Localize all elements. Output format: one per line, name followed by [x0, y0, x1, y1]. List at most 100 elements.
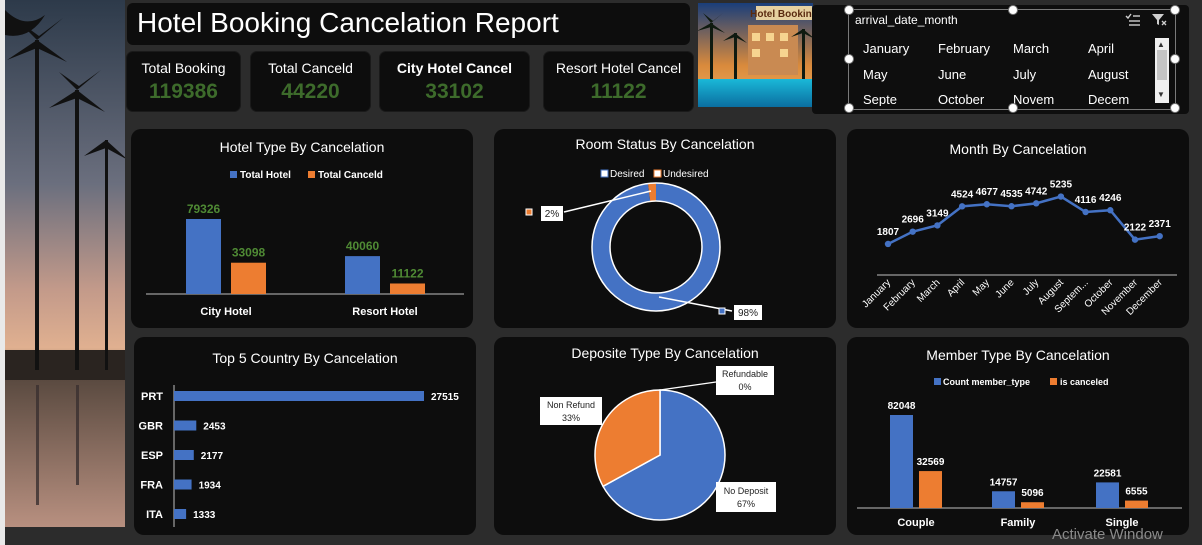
scroll-down-icon[interactable]: ▼ [1157, 90, 1165, 99]
kpi-label: Resort Hotel Cancel [555, 60, 682, 76]
tick-label: PRT [141, 391, 163, 403]
hotel-banner-image: Hotel Booking [698, 3, 813, 107]
tick-label: GBR [139, 421, 164, 433]
slicer-item-september[interactable]: Septe [863, 92, 897, 106]
line-point [1156, 232, 1163, 240]
data-label: 14757 [990, 477, 1018, 488]
data-label: 4246 [1099, 193, 1122, 204]
kpi-value: 11122 [590, 80, 647, 103]
resize-handle[interactable] [1170, 5, 1180, 15]
slicer-scrollbar[interactable]: ▲ ▼ [1155, 38, 1169, 103]
chart-title: Room Status By Cancelation [575, 136, 755, 152]
month-card: Month By Cancelation 1807 January 2696 Febr… [847, 129, 1189, 328]
bar-count-member-type [992, 491, 1015, 508]
kpi-value: 33102 [425, 80, 484, 103]
label-box [734, 305, 762, 320]
tick-label: March [915, 277, 942, 304]
bar-is-canceled [919, 471, 942, 508]
data-label: 2696 [902, 215, 925, 226]
slicer-item-november[interactable]: Novem [1013, 92, 1055, 106]
month-chart: 1807January2696February3149March4524Apri… [860, 180, 1177, 318]
resort-sunset-photo [5, 0, 125, 527]
tick-label: June [994, 277, 1017, 300]
leader-line [563, 190, 652, 213]
resize-handle[interactable] [1170, 54, 1180, 64]
slicer-item-december[interactable]: Decem [1088, 92, 1130, 106]
slicer-item-march[interactable]: March [1013, 41, 1050, 56]
data-label: 4524 [951, 189, 974, 200]
legend-label: Count member_type [943, 377, 1030, 387]
tick-label: Family [1001, 517, 1037, 529]
kpi-label: City Hotel Cancel [396, 60, 513, 76]
bar-is-canceled [1125, 500, 1148, 508]
legend-label: Desired [610, 169, 644, 180]
data-label: 27515 [431, 392, 459, 403]
data-label: 4677 [976, 187, 999, 198]
kpi-total-booking[interactable]: Total Booking 119386 [126, 51, 241, 112]
bar-count-member-type [1096, 482, 1119, 508]
data-label: 1934 [199, 481, 222, 492]
resize-handle[interactable] [844, 54, 854, 64]
data-label: 4116 [1075, 195, 1097, 206]
member-card: Member Type By Cancelation Count member_… [847, 337, 1189, 535]
tick-label: City Hotel [200, 306, 251, 318]
label-marker [718, 307, 726, 315]
resize-handle[interactable] [1008, 5, 1018, 15]
slicer-item-april[interactable]: April [1088, 41, 1115, 56]
bar-country [174, 479, 192, 490]
line-point [1033, 200, 1040, 207]
line-point [909, 228, 916, 235]
deposit-chart: Refundable 0% Non Refund 33% No Deposit 67% [540, 366, 776, 521]
data-label: 79326 [187, 202, 221, 216]
country-chart: PRT 27515 GBR 2453 ESP 2177 FRA 1934 ITA 1333 [139, 385, 459, 527]
kpi-resort-hotel-cancel[interactable]: Resort Hotel Cancel 11122 [543, 51, 694, 112]
slicer-item-february[interactable]: February [938, 41, 991, 56]
data-label: 1807 [877, 227, 900, 238]
bar-country [174, 509, 187, 519]
slicer-item-june[interactable]: June [938, 67, 967, 82]
data-label: 22581 [1094, 468, 1122, 479]
slicer-item-august[interactable]: August [1088, 67, 1129, 82]
multi-select-icon[interactable] [1125, 13, 1141, 27]
resize-handle[interactable] [1170, 103, 1180, 113]
kpi-total-canceled[interactable]: Total Canceld 44220 [250, 51, 371, 112]
legend-swatch-desired [600, 169, 609, 178]
scrollbar-thumb[interactable] [1157, 50, 1167, 80]
bar-country [174, 450, 194, 460]
kpi-value: 44220 [281, 80, 340, 103]
line-point [1131, 236, 1139, 243]
data-label: 33098 [232, 246, 266, 260]
clear-filter-icon[interactable] [1151, 13, 1167, 27]
data-label: 0% [738, 382, 751, 392]
kpi-city-hotel-cancel[interactable]: City Hotel Cancel 33102 [379, 51, 530, 112]
legend-label: Total Hotel [240, 170, 291, 181]
label-box [541, 206, 563, 221]
label-box [540, 397, 602, 425]
bar-country [174, 420, 197, 431]
label-marker [525, 208, 533, 216]
slicer-item-may[interactable]: May [863, 67, 888, 82]
slicer-item-january[interactable]: January [863, 41, 910, 56]
scroll-up-icon[interactable]: ▲ [1157, 40, 1165, 49]
data-label: 4535 [1000, 189, 1023, 200]
data-label: 3149 [926, 208, 949, 219]
slicer-row-clip: Septe October Novem Decem [849, 90, 1155, 106]
legend-swatch-is-canceled [1050, 378, 1057, 385]
pie-slice-no-deposit [602, 389, 726, 521]
kpi-label: Total Canceld [268, 60, 353, 76]
month-slicer[interactable]: arrival_date_month January February Marc… [848, 9, 1176, 110]
slicer-item-july[interactable]: July [1013, 67, 1037, 82]
resize-handle[interactable] [1008, 103, 1018, 113]
doughnut-outer-edge [591, 182, 721, 312]
slicer-item-october[interactable]: October [938, 92, 985, 106]
data-label: 2122 [1124, 223, 1147, 234]
data-label: 6555 [1125, 487, 1148, 498]
chart-title: Month By Cancelation [949, 141, 1087, 157]
line-point [1057, 193, 1065, 200]
resize-handle[interactable] [844, 5, 854, 15]
resize-handle[interactable] [844, 103, 854, 113]
label-box [716, 366, 774, 395]
bar-total-hotel [345, 256, 380, 294]
bar-count-member-type [890, 415, 913, 508]
kpi-label: Total Booking [141, 60, 226, 76]
